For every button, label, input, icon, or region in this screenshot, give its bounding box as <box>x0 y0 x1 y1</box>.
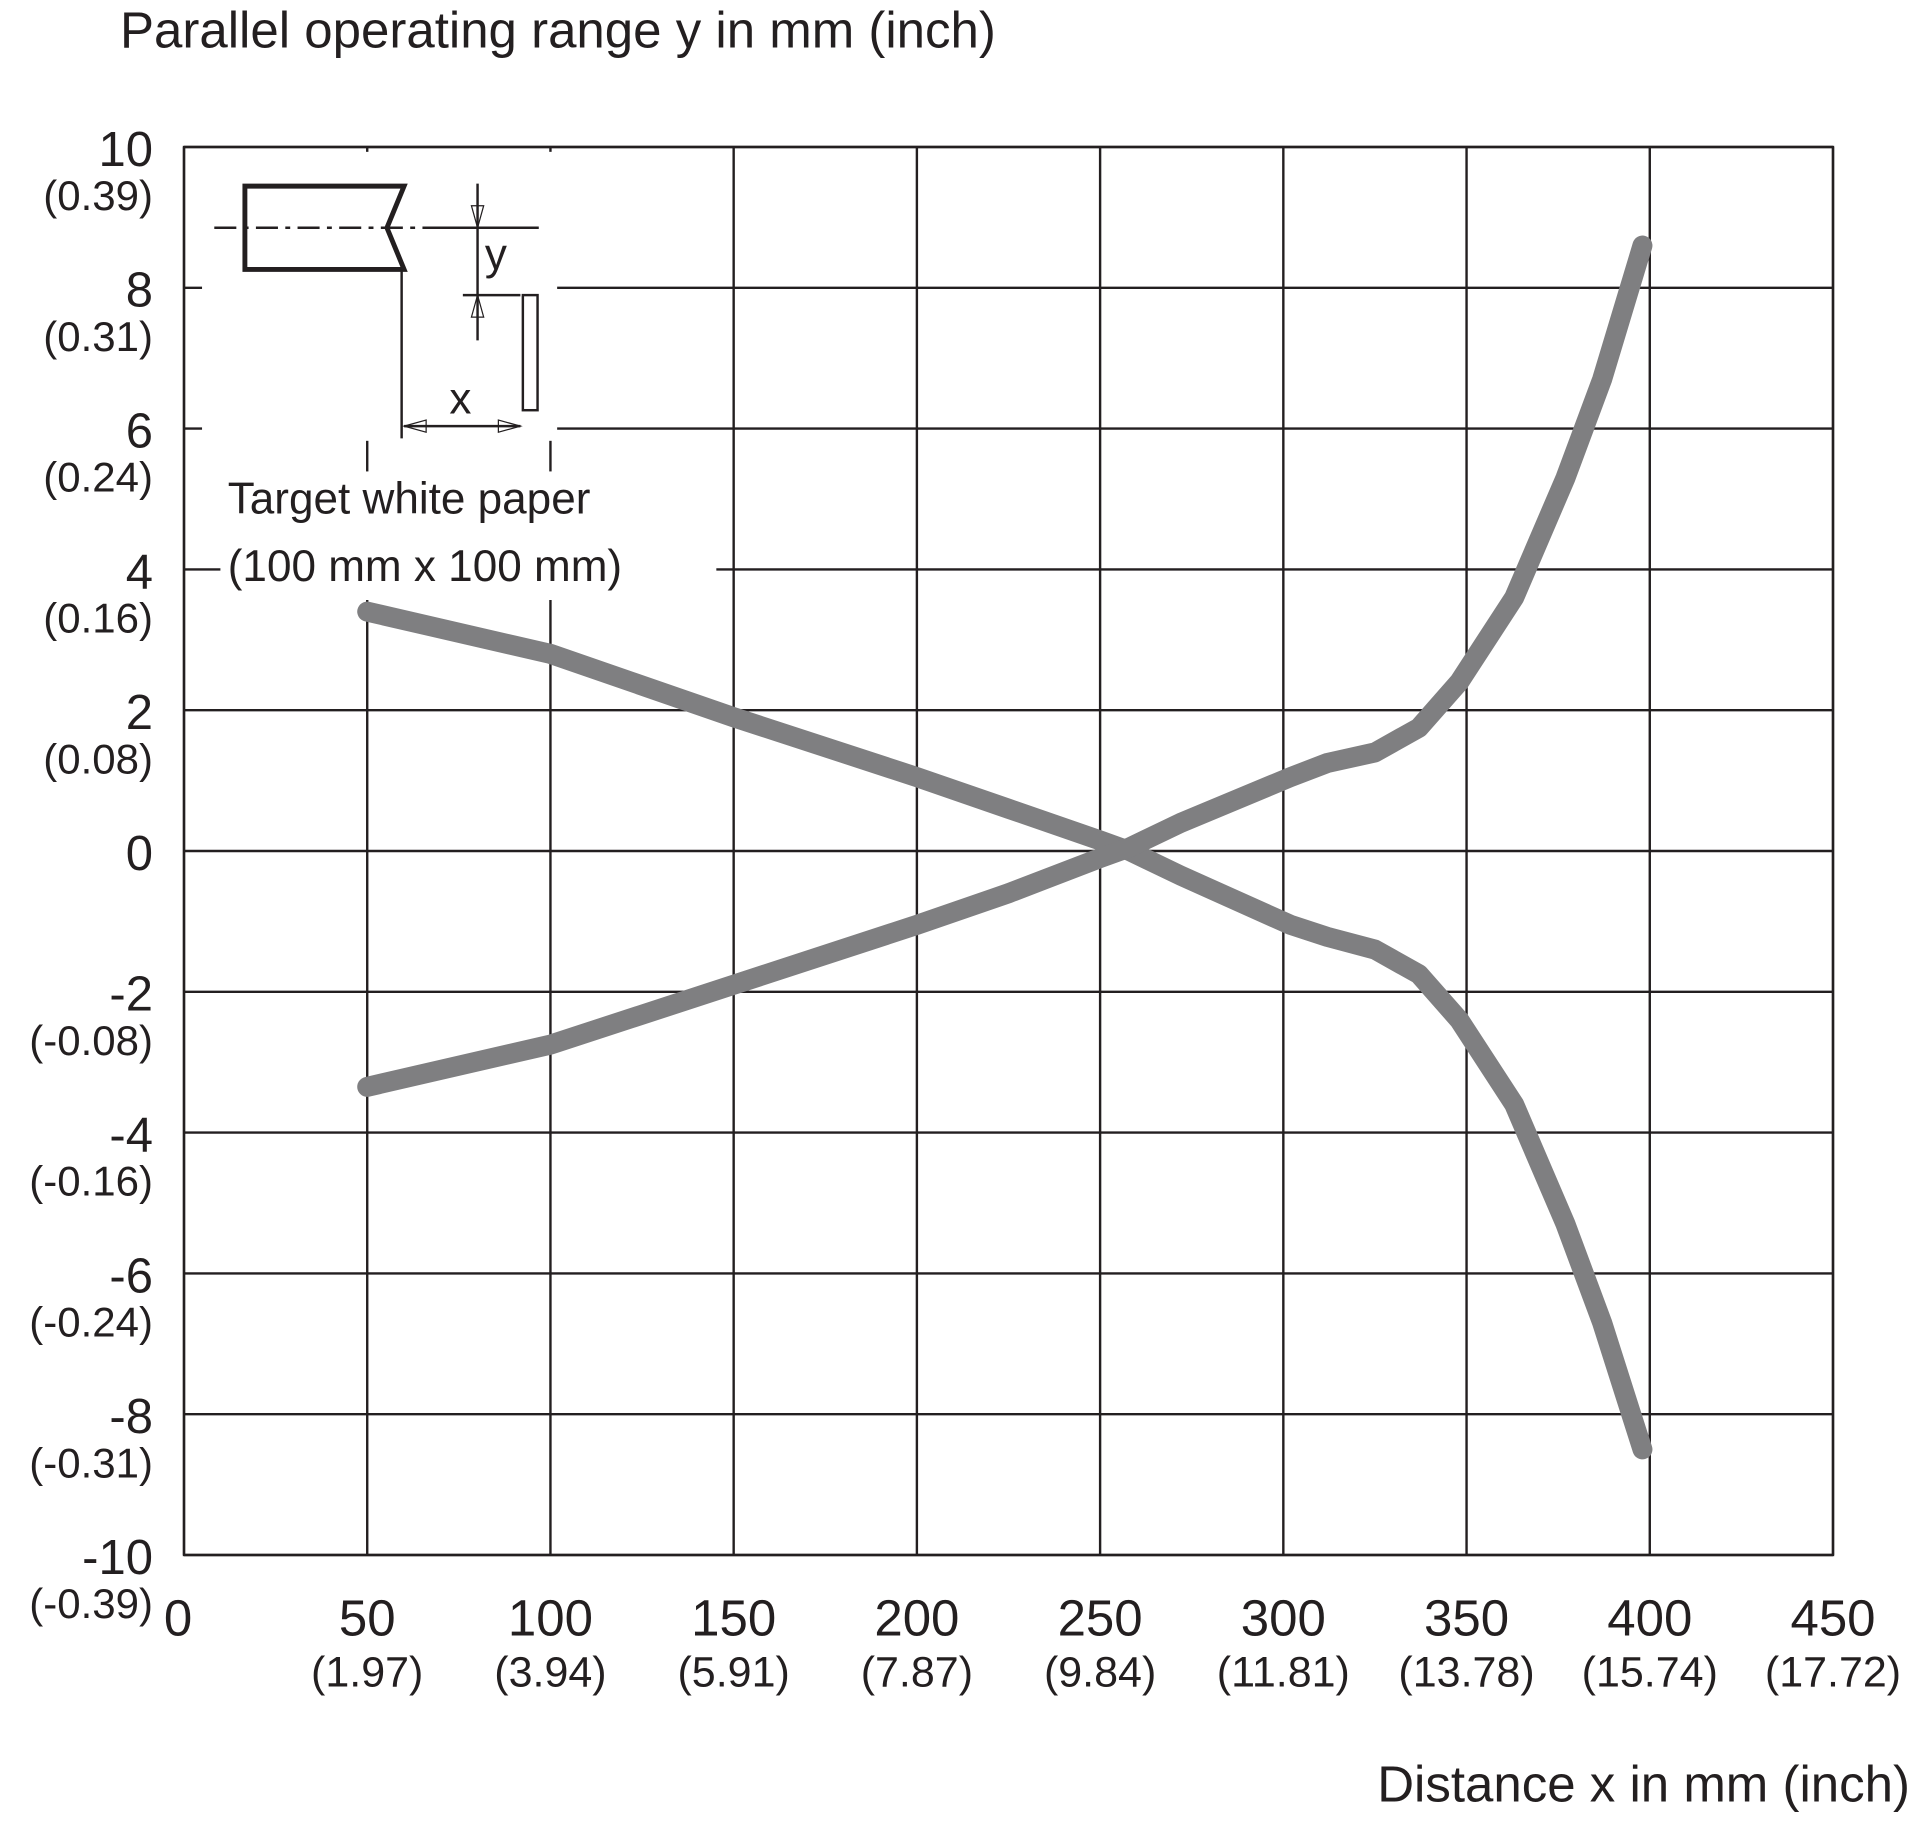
curve <box>357 235 1653 1097</box>
x-tick-inch-label: (11.81) <box>1217 1648 1350 1696</box>
y-tick-label: -2 <box>109 968 153 1022</box>
target <box>521 293 539 412</box>
y-tick-label: 8 <box>126 264 153 318</box>
plot-frame <box>182 145 1835 1557</box>
x-tick-inch-label: (3.94) <box>494 1648 606 1696</box>
x-tick-inch-label: (13.78) <box>1398 1648 1534 1696</box>
y-tick-inch-label: (0.31) <box>43 313 153 360</box>
y-tick-inch-label: (0.24) <box>43 454 153 501</box>
curve <box>357 601 1653 1460</box>
y-tick-label: -8 <box>109 1390 153 1444</box>
arrow <box>470 292 485 318</box>
inset-label: x <box>449 374 471 423</box>
y-tick-inch-label: (-0.16) <box>29 1158 153 1205</box>
x-tick-label: 450 <box>1790 1589 1875 1646</box>
x-tick-label: 100 <box>508 1589 593 1646</box>
grid <box>182 145 1835 1557</box>
annotation-background <box>220 471 717 601</box>
x-tick-label: 250 <box>1058 1589 1143 1646</box>
y-tick-label: -10 <box>82 1531 153 1585</box>
y-tick-label: 2 <box>126 686 153 740</box>
y-tick-inch-label: (-0.31) <box>29 1439 153 1486</box>
y-tick-label: 4 <box>126 545 153 599</box>
y-tick-label: 0 <box>126 827 153 881</box>
x-axis-label: Distance x in mm (inch) <box>1377 1755 1910 1812</box>
x-tick-label: 350 <box>1424 1589 1509 1646</box>
annotation: Target white paper <box>228 475 591 524</box>
y-tick-label: 10 <box>98 123 153 177</box>
y-tick-label: -4 <box>109 1109 153 1163</box>
chart-title: Parallel operating range y in mm (inch) <box>120 1 996 58</box>
x-tick-label: 150 <box>691 1589 776 1646</box>
x-tick-label: 200 <box>874 1589 959 1646</box>
x-tick-label: 400 <box>1607 1589 1692 1646</box>
x-tick-label: 300 <box>1241 1589 1326 1646</box>
sensor-diagram <box>214 183 539 439</box>
x-tick-inch-label: (1.97) <box>311 1648 423 1696</box>
x-tick-inch-label: (17.72) <box>1765 1648 1901 1696</box>
x-tick-inch-label: (7.87) <box>861 1648 973 1696</box>
x-tick-inch-label: (15.74) <box>1582 1648 1718 1696</box>
x-tick-label: 50 <box>339 1589 396 1646</box>
arrow <box>401 419 427 434</box>
y-tick-inch-label: (-0.08) <box>29 1017 153 1064</box>
arrow <box>497 419 523 434</box>
x-tick-inch-label: (5.91) <box>677 1648 789 1696</box>
inset: y x Target white paper (100 mm x 100 mm) <box>202 151 717 601</box>
x-tick-label: 0 <box>164 1589 192 1646</box>
annotation: (100 mm x 100 mm) <box>228 542 622 591</box>
y-tick-label: -6 <box>109 1249 153 1303</box>
curves <box>357 235 1653 1460</box>
x-tick-inch-label: (9.84) <box>1044 1648 1156 1696</box>
y-tick-inch-label: (-0.39) <box>29 1580 153 1627</box>
sensor <box>242 183 408 272</box>
y-tick-inch-label: (0.16) <box>43 594 153 641</box>
inset-label: y <box>485 230 507 279</box>
y-tick-label: 6 <box>126 405 153 459</box>
y-tick-inch-label: (-0.24) <box>29 1298 153 1345</box>
y-tick-inch-label: (0.39) <box>43 172 153 219</box>
arrow <box>470 205 485 231</box>
y-tick-inch-label: (0.08) <box>43 735 153 782</box>
